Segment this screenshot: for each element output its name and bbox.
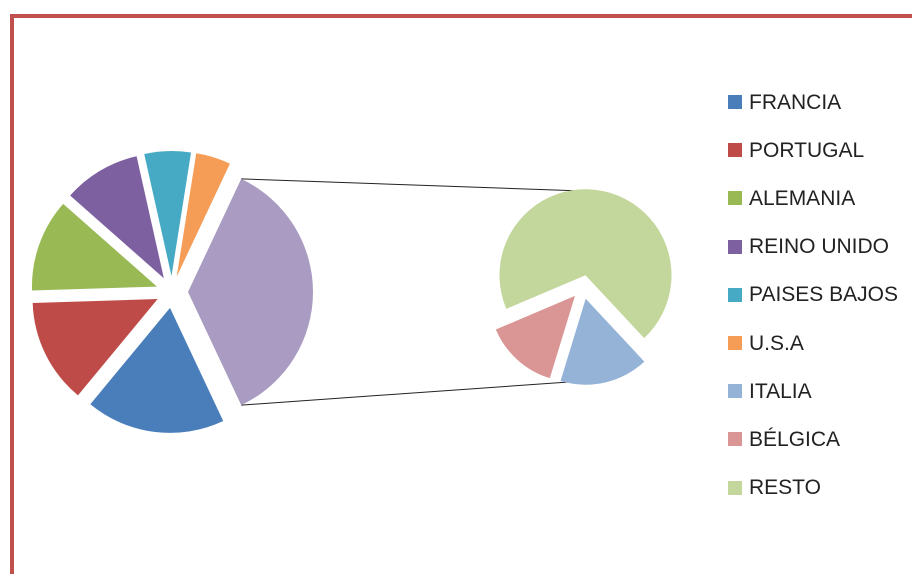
- pie-slice-francia: [90, 307, 224, 433]
- connector-line-bottom: [241, 380, 584, 406]
- legend-label-italia: ITALIA: [749, 379, 812, 403]
- chart-legend: FRANCIA PORTUGAL ALEMANIA REINO UNIDO PA…: [728, 78, 912, 512]
- legend-swatch-alemania: [728, 191, 742, 206]
- pie-slice-portugal: [32, 299, 158, 396]
- legend-item-alemania: ALEMANIA: [728, 174, 912, 222]
- legend-label-resto: RESTO: [749, 476, 821, 500]
- legend-item-paises-bajos: PAISES BAJOS: [728, 271, 912, 319]
- legend-label-alemania: ALEMANIA: [749, 186, 856, 210]
- legend-swatch-reino-unido: [728, 239, 742, 254]
- chart-canvas: [31, 151, 672, 433]
- legend-item-francia: FRANCIA: [728, 78, 912, 126]
- legend-swatch-belgica: [728, 432, 742, 447]
- legend-swatch-francia: [728, 95, 742, 110]
- chart-frame: [10, 14, 912, 574]
- legend-item-resto: RESTO: [728, 464, 912, 512]
- pie-slice-resto: [499, 189, 672, 339]
- legend-item-usa: U.S.A: [728, 319, 912, 367]
- pie-slice-paises-bajos: [144, 151, 192, 277]
- pie-slice-alemania: [31, 203, 157, 291]
- pie-slice-other: [188, 178, 313, 406]
- legend-item-portugal: PORTUGAL: [728, 126, 912, 174]
- legend-swatch-usa: [728, 336, 742, 351]
- pie-slice-italia: [560, 298, 645, 385]
- legend-label-paises-bajos: PAISES BAJOS: [749, 283, 898, 307]
- legend-label-usa: U.S.A: [749, 331, 804, 355]
- legend-item-italia: ITALIA: [728, 367, 912, 415]
- legend-swatch-resto: [728, 480, 742, 495]
- connector-line-top: [241, 178, 584, 192]
- legend-item-belgica: BÉLGICA: [728, 415, 912, 463]
- legend-label-francia: FRANCIA: [749, 90, 842, 114]
- pie-slice-reino-unido: [70, 156, 164, 279]
- pie-slice-u-s-a: [176, 153, 230, 277]
- pie-slice-belgica: [495, 295, 575, 379]
- legend-item-reino-unido: REINO UNIDO: [728, 223, 912, 271]
- legend-swatch-portugal: [728, 143, 742, 158]
- legend-label-portugal: PORTUGAL: [749, 138, 865, 162]
- legend-label-reino-unido: REINO UNIDO: [749, 235, 890, 259]
- legend-label-belgica: BÉLGICA: [749, 427, 841, 451]
- legend-swatch-paises-bajos: [728, 287, 742, 302]
- legend-swatch-italia: [728, 384, 742, 399]
